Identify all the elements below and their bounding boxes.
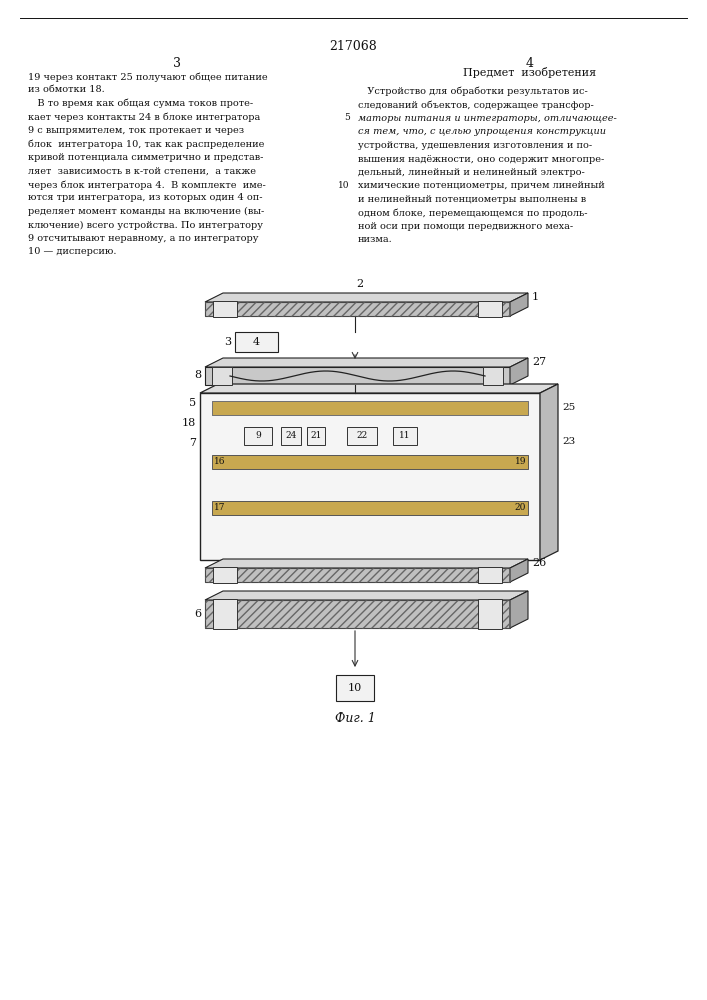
Text: низма.: низма. xyxy=(358,235,393,244)
Polygon shape xyxy=(281,427,301,445)
Polygon shape xyxy=(510,591,528,628)
Text: ключение) всего устройства. По интегратору: ключение) всего устройства. По интеграто… xyxy=(28,221,263,230)
Polygon shape xyxy=(483,367,503,385)
Text: 24: 24 xyxy=(286,432,297,440)
Text: 3: 3 xyxy=(173,57,181,70)
Text: ются три интегратора, из которых один 4 оп-: ются три интегратора, из которых один 4 … xyxy=(28,194,262,202)
Text: ляет  зависимость в к-той степени,  а также: ляет зависимость в к-той степени, а такж… xyxy=(28,166,256,176)
Polygon shape xyxy=(478,301,502,317)
Text: ся тем, что, с целью упрощения конструкции: ся тем, что, с целью упрощения конструкц… xyxy=(358,127,606,136)
Text: 11: 11 xyxy=(399,432,411,440)
Polygon shape xyxy=(205,293,528,302)
Polygon shape xyxy=(478,567,502,583)
Text: одном блоке, перемещающемся по продоль-: одном блоке, перемещающемся по продоль- xyxy=(358,209,588,218)
Text: кривой потенциала симметрично и представ-: кривой потенциала симметрично и представ… xyxy=(28,153,264,162)
Text: 27: 27 xyxy=(532,357,546,367)
Polygon shape xyxy=(205,568,510,582)
Text: блок  интегратора 10, так как распределение: блок интегратора 10, так как распределен… xyxy=(28,139,264,149)
Polygon shape xyxy=(205,600,510,628)
Polygon shape xyxy=(307,427,325,445)
Text: из обмотки 18.: из обмотки 18. xyxy=(28,86,105,95)
Polygon shape xyxy=(235,332,278,352)
Text: вышения надёжности, оно содержит многопре-: вышения надёжности, оно содержит многопр… xyxy=(358,154,604,163)
Polygon shape xyxy=(336,675,374,701)
Text: кает через контакты 24 в блоке интегратора: кает через контакты 24 в блоке интеграто… xyxy=(28,112,260,122)
Polygon shape xyxy=(213,567,237,583)
Polygon shape xyxy=(212,501,528,515)
Polygon shape xyxy=(200,393,540,560)
Text: 16: 16 xyxy=(214,458,226,466)
Polygon shape xyxy=(200,384,558,393)
Text: 19 через контакт 25 получают общее питание: 19 через контакт 25 получают общее питан… xyxy=(28,72,268,82)
Text: 23: 23 xyxy=(562,436,575,446)
Text: 5: 5 xyxy=(344,113,350,122)
Text: 9 с выпрямителем, ток протекает и через: 9 с выпрямителем, ток протекает и через xyxy=(28,126,244,135)
Text: 19: 19 xyxy=(515,458,526,466)
Text: 5: 5 xyxy=(189,398,196,408)
Polygon shape xyxy=(212,401,528,415)
Text: 9 отсчитывают неравному, а по интегратору: 9 отсчитывают неравному, а по интегратор… xyxy=(28,234,259,243)
Text: 3: 3 xyxy=(224,337,231,347)
Polygon shape xyxy=(244,427,272,445)
Text: 17: 17 xyxy=(214,504,226,512)
Polygon shape xyxy=(478,599,502,629)
Text: 26: 26 xyxy=(532,558,547,568)
Text: 217068: 217068 xyxy=(329,40,377,53)
Text: 2: 2 xyxy=(356,279,363,289)
Text: и нелинейный потенциометры выполнены в: и нелинейный потенциометры выполнены в xyxy=(358,195,586,204)
Text: 4: 4 xyxy=(526,57,534,70)
Text: Устройство для обработки результатов ис-: Устройство для обработки результатов ис- xyxy=(358,87,588,97)
Text: 6: 6 xyxy=(194,609,201,619)
Text: следований объектов, содержащее трансфор-: следований объектов, содержащее трансфор… xyxy=(358,101,594,110)
Polygon shape xyxy=(213,301,237,317)
Polygon shape xyxy=(205,559,528,568)
Text: 10 — дисперсию.: 10 — дисперсию. xyxy=(28,247,117,256)
Text: 7: 7 xyxy=(189,438,196,448)
Polygon shape xyxy=(510,559,528,582)
Text: Предмет  изобретения: Предмет изобретения xyxy=(463,67,597,78)
Polygon shape xyxy=(205,591,528,600)
Text: 9: 9 xyxy=(255,432,261,440)
Text: 4: 4 xyxy=(253,337,260,347)
Text: маторы питания и интеграторы, отличающее-: маторы питания и интеграторы, отличающее… xyxy=(358,114,617,123)
Polygon shape xyxy=(510,293,528,316)
Polygon shape xyxy=(213,599,237,629)
Polygon shape xyxy=(212,455,528,469)
Text: 21: 21 xyxy=(310,432,322,440)
Text: В то время как общая сумма токов проте-: В то время как общая сумма токов проте- xyxy=(28,99,253,108)
Text: дельный, линейный и нелинейный электро-: дельный, линейный и нелинейный электро- xyxy=(358,168,585,177)
Text: Фиг. 1: Фиг. 1 xyxy=(334,712,375,726)
Text: через блок интегратора 4.  В комплекте  име-: через блок интегратора 4. В комплекте им… xyxy=(28,180,266,190)
Polygon shape xyxy=(205,367,510,385)
Text: устройства, удешевления изготовления и по-: устройства, удешевления изготовления и п… xyxy=(358,141,592,150)
Text: 10: 10 xyxy=(338,181,350,190)
Text: 22: 22 xyxy=(356,432,368,440)
Text: ной оси при помощи передвижного меха-: ной оси при помощи передвижного меха- xyxy=(358,222,573,231)
Polygon shape xyxy=(347,427,377,445)
Polygon shape xyxy=(510,358,528,385)
Text: 10: 10 xyxy=(348,683,362,693)
Polygon shape xyxy=(205,302,510,316)
Polygon shape xyxy=(212,367,232,385)
Text: 18: 18 xyxy=(182,418,196,428)
Text: 1: 1 xyxy=(532,292,539,302)
Text: 25: 25 xyxy=(562,403,575,412)
Polygon shape xyxy=(205,358,528,367)
Text: 20: 20 xyxy=(515,504,526,512)
Polygon shape xyxy=(393,427,417,445)
Polygon shape xyxy=(540,384,558,560)
Text: 8: 8 xyxy=(194,370,201,380)
Text: ределяет момент команды на включение (вы-: ределяет момент команды на включение (вы… xyxy=(28,207,264,216)
Text: химические потенциометры, причем линейный: химические потенциометры, причем линейны… xyxy=(358,182,604,190)
